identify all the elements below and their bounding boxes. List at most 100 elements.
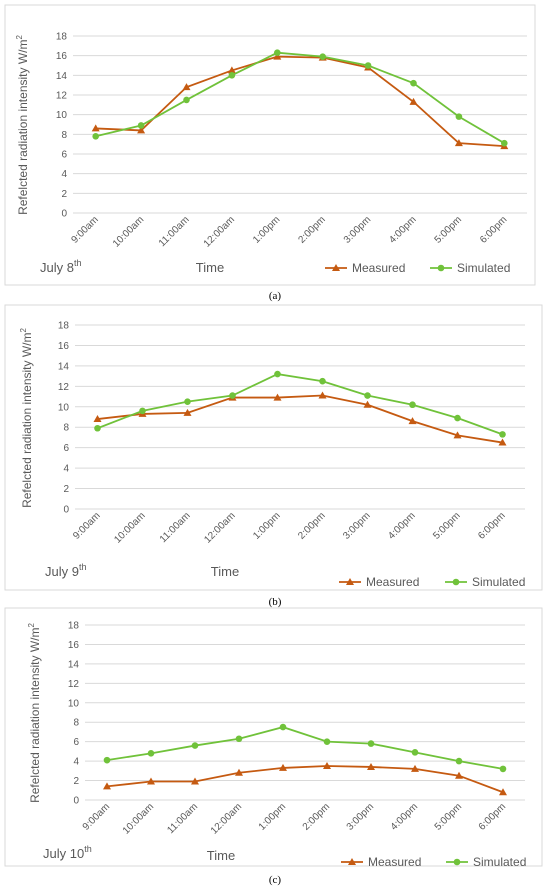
data-point-measured [454, 139, 463, 147]
x-axis-title: Time [196, 260, 224, 275]
data-point-simulated [183, 96, 190, 104]
data-point-measured [137, 126, 146, 134]
data-point-measured [453, 431, 462, 439]
y-tick-label: 2 [73, 776, 79, 787]
chart-frame [4, 607, 543, 867]
data-point-measured [498, 438, 507, 446]
data-point-measured [183, 408, 192, 416]
y-axis-label: Refelcted radiation intensity W/m2 [27, 623, 42, 803]
data-point-simulated [323, 738, 331, 745]
y-tick-label: 6 [61, 150, 67, 161]
date-label-superscript: th [79, 562, 87, 572]
y-tick-label: 10 [68, 698, 80, 709]
data-point-simulated [274, 370, 281, 378]
data-point-simulated [499, 765, 507, 773]
data-point-simulated [364, 392, 371, 399]
data-point-measured [411, 764, 419, 772]
y-tick-label: 0 [63, 505, 69, 516]
data-point-measured [363, 400, 372, 408]
data-point-measured [191, 777, 199, 785]
date-label-text: July 8 [40, 260, 74, 275]
data-point-simulated [94, 424, 101, 432]
data-point-measured [323, 761, 331, 769]
panel-caption: (a) [269, 290, 282, 302]
y-tick-label: 2 [61, 189, 67, 200]
series-line-measured [106, 765, 504, 794]
series-line-measured [95, 55, 505, 148]
data-point-measured [93, 415, 102, 423]
date-label-superscript: th [84, 844, 92, 854]
data-point-simulated [367, 740, 375, 747]
y-tick-label: 6 [73, 737, 79, 748]
y-axis-label-text: Refelcted radiation intensity W/m [28, 628, 42, 803]
y-tick-label: 8 [61, 130, 67, 141]
date-label-superscript: th [74, 258, 82, 268]
x-axis-title: Time [211, 564, 239, 579]
data-point-simulated [92, 133, 99, 140]
y-tick-label: 18 [68, 621, 80, 632]
legend-simulated-label: Simulated [472, 575, 525, 589]
y-tick-label: 12 [58, 382, 70, 393]
data-point-simulated [409, 401, 416, 409]
data-point-simulated [139, 407, 146, 415]
data-point-simulated [501, 139, 508, 147]
legend-measured-marker [346, 578, 354, 585]
series-line-simulated [106, 726, 504, 770]
data-point-measured [227, 66, 236, 74]
data-point-measured [91, 124, 100, 132]
data-point-measured [273, 52, 282, 60]
y-tick-label: 8 [73, 718, 79, 729]
data-point-measured [279, 763, 287, 771]
data-point-measured [499, 788, 507, 796]
data-point-measured [182, 83, 191, 91]
legend-measured-label: Measured [366, 575, 419, 589]
series-line-measured [97, 394, 503, 444]
y-axis-label-text: Refelcted radiation intensity W/m [20, 333, 34, 508]
data-point-simulated [229, 392, 236, 399]
date-label: July 8th [40, 258, 81, 275]
y-tick-label: 14 [68, 659, 80, 670]
y-tick-label: 18 [56, 32, 68, 43]
y-axis-label-superscript: 2 [19, 328, 28, 333]
data-point-measured [408, 417, 417, 425]
x-axis-title: Time [207, 848, 235, 863]
legend-simulated-marker [453, 858, 461, 866]
y-tick-label: 0 [73, 796, 79, 807]
legend-simulated-label: Simulated [457, 261, 510, 275]
data-point-simulated [410, 79, 417, 87]
y-tick-label: 4 [63, 464, 69, 475]
y-tick-label: 16 [58, 341, 70, 352]
y-tick-label: 12 [56, 91, 68, 102]
y-axis-label: Refelcted radiation intensity W/m2 [15, 35, 30, 215]
y-tick-label: 0 [61, 209, 67, 220]
data-point-simulated [319, 53, 327, 60]
data-point-simulated [499, 431, 506, 438]
data-point-measured [147, 777, 155, 785]
y-tick-label: 6 [63, 443, 69, 454]
data-point-simulated [279, 723, 287, 731]
legend-simulated-marker [452, 578, 460, 586]
series-line-simulated [97, 373, 503, 436]
data-point-simulated [364, 62, 372, 69]
data-point-simulated [274, 49, 281, 57]
panel-caption: (c) [269, 874, 282, 886]
y-tick-label: 16 [68, 640, 80, 651]
data-point-simulated [455, 113, 463, 120]
y-tick-label: 12 [68, 679, 80, 690]
data-point-simulated [191, 742, 199, 749]
data-point-simulated [228, 72, 236, 79]
legend-measured-marker [332, 264, 340, 271]
data-point-measured [409, 97, 418, 105]
y-tick-label: 14 [56, 71, 68, 82]
y-tick-label: 18 [58, 321, 70, 332]
data-point-simulated [319, 377, 326, 385]
legend-measured-label: Measured [368, 855, 421, 869]
legend-simulated-label: Simulated [473, 855, 526, 869]
y-tick-label: 10 [58, 402, 70, 413]
y-tick-label: 2 [63, 484, 69, 495]
data-point-measured [367, 762, 375, 770]
